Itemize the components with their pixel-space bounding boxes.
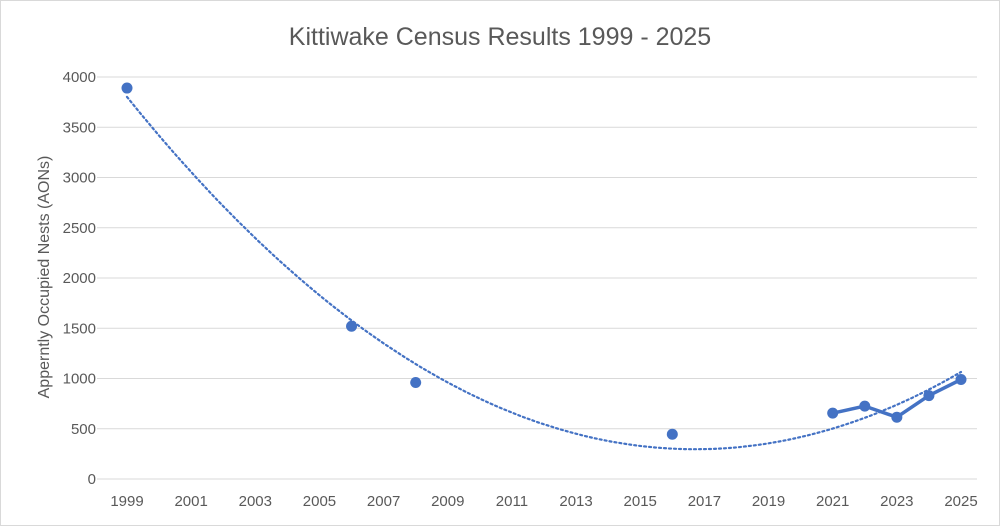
y-tick-label: 3000: [63, 170, 96, 187]
data-point-2016: [666, 428, 678, 440]
x-tick-label: 2021: [816, 493, 849, 510]
y-tick-label: 500: [71, 421, 96, 438]
data-point-2008: [410, 377, 422, 389]
y-tick-label: 2000: [63, 270, 96, 287]
x-tick-label: 2009: [431, 493, 464, 510]
series-0: [121, 82, 678, 440]
x-tick-label: 2003: [239, 493, 272, 510]
y-tick-label: 0: [88, 471, 96, 488]
gridlines: [97, 76, 977, 480]
x-tick-label: 2015: [624, 493, 657, 510]
data-point-2021: [827, 407, 839, 419]
data-series: [121, 82, 967, 440]
data-point-2006: [346, 320, 358, 332]
x-tick-label: 2025: [944, 493, 977, 510]
y-tick-label: 1000: [63, 371, 96, 388]
y-tick-label: 4000: [63, 69, 96, 86]
x-tick-label: 2007: [367, 493, 400, 510]
polynomial-trendline: [125, 95, 963, 451]
x-tick-label: 2013: [559, 493, 592, 510]
x-tick-label: 2011: [496, 493, 528, 510]
trendline: [125, 95, 963, 451]
data-point-1999: [121, 82, 133, 94]
x-tick-label: 2005: [303, 493, 336, 510]
x-tick-label: 2023: [880, 493, 913, 510]
y-tick-label: 3500: [63, 119, 96, 136]
tick-labels: 0 500 1000 1500 2000 2500 3000 3500 4000 1999 2001…: [63, 69, 978, 510]
data-point-2022: [859, 400, 871, 412]
y-tick-label: 2500: [63, 220, 96, 237]
x-tick-label: 2001: [174, 493, 207, 510]
x-tick-label: 2019: [752, 493, 785, 510]
x-tick-label: 1999: [110, 493, 143, 510]
x-tick-label: 2017: [688, 493, 721, 510]
y-tick-label: 1500: [63, 320, 96, 337]
data-point-2025: [955, 374, 967, 386]
chart-title: Kittiwake Census Results 1999 - 2025: [289, 23, 711, 51]
data-point-2024: [923, 390, 935, 402]
series-1: [827, 374, 967, 423]
data-point-2023: [891, 411, 903, 423]
y-axis-label: Apperntly Occupied Nests (AONs): [36, 156, 53, 399]
series-line: [830, 377, 963, 419]
